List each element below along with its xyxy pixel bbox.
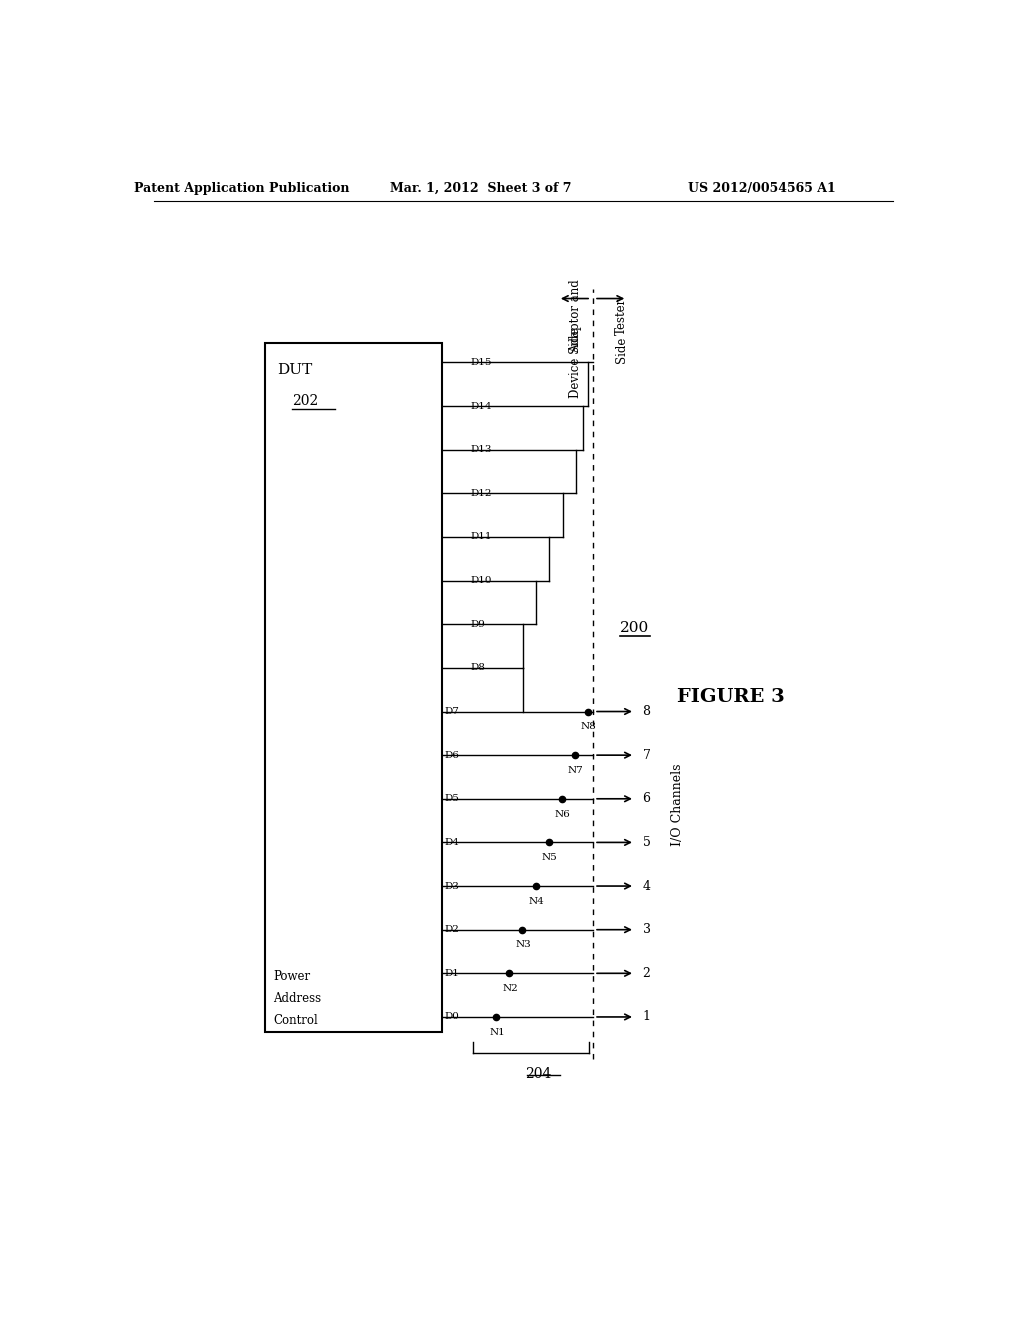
Text: D0: D0 [444,1012,460,1022]
Text: 2: 2 [643,966,650,979]
Text: D6: D6 [444,751,460,759]
Text: D13: D13 [471,445,493,454]
Text: Device Side: Device Side [569,327,582,397]
Text: D2: D2 [444,925,460,935]
Bar [265,343,442,1032]
Text: 6: 6 [643,792,650,805]
Text: Tester: Tester [615,297,629,335]
Text: D1: D1 [444,969,460,978]
Text: 5: 5 [643,836,650,849]
Text: D4: D4 [444,838,460,847]
Text: D10: D10 [471,576,493,585]
Text: N8: N8 [581,722,597,731]
Text: 7: 7 [643,748,650,762]
Text: 1: 1 [643,1010,650,1023]
Text: D3: D3 [444,882,460,891]
Text: N7: N7 [567,766,584,775]
Text: 204: 204 [525,1067,552,1081]
Text: 3: 3 [643,923,650,936]
Text: D11: D11 [471,532,493,541]
Text: Patent Application Publication: Patent Application Publication [134,182,350,194]
Text: D5: D5 [444,795,460,804]
Text: Address: Address [273,991,322,1005]
Text: 200: 200 [620,622,649,635]
Text: N4: N4 [528,896,544,906]
Text: D12: D12 [471,488,493,498]
Text: D8: D8 [471,664,485,672]
Text: I/O Channels: I/O Channels [671,764,684,846]
Text: N1: N1 [489,1028,505,1036]
Text: 4: 4 [643,879,650,892]
Text: D15: D15 [471,358,493,367]
Text: Power: Power [273,970,310,983]
Text: Adaptor and: Adaptor and [569,280,582,354]
Text: Control: Control [273,1014,317,1027]
Text: DUT: DUT [276,363,312,378]
Text: N3: N3 [515,940,531,949]
Text: FIGURE 3: FIGURE 3 [677,689,785,706]
Text: 202: 202 [292,393,318,408]
Text: D9: D9 [471,620,485,628]
Text: D7: D7 [444,708,460,715]
Text: D14: D14 [471,401,493,411]
Text: N5: N5 [542,853,557,862]
Text: 8: 8 [643,705,650,718]
Text: N6: N6 [555,809,570,818]
Text: US 2012/0054565 A1: US 2012/0054565 A1 [688,182,836,194]
Text: Mar. 1, 2012  Sheet 3 of 7: Mar. 1, 2012 Sheet 3 of 7 [390,182,571,194]
Text: Side: Side [615,337,629,363]
Text: N2: N2 [503,985,518,993]
